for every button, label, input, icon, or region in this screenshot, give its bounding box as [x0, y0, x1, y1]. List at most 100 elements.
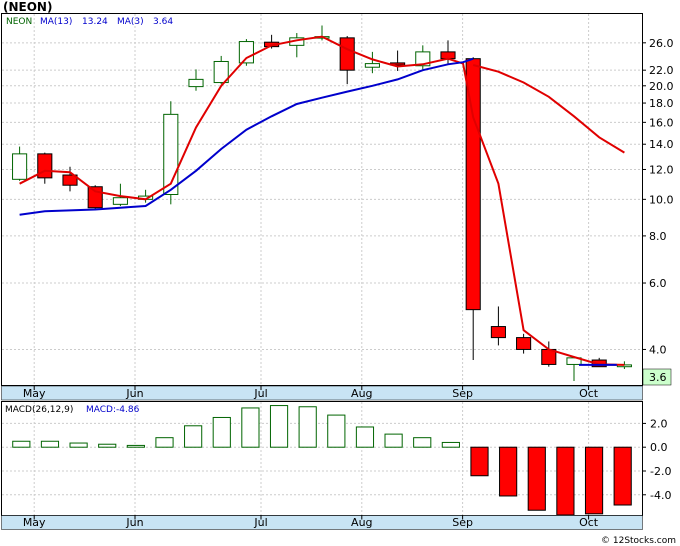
- macd-x-label: Sep: [452, 516, 473, 529]
- price-grid: [2, 14, 642, 386]
- macd-y-tick-label: -4.0: [650, 489, 671, 502]
- price-y-tick-label: 16.0: [649, 116, 674, 129]
- macd-bars: [12, 405, 632, 516]
- price-x-axis-strip: [1, 385, 643, 401]
- macd-bar-positive: [298, 406, 317, 448]
- macd-bar-negative: [613, 446, 632, 506]
- price-y-tick-label: 22.0: [649, 64, 674, 77]
- macd-panel: [1, 401, 643, 516]
- candle: [541, 341, 557, 367]
- macd-bar-positive: [40, 440, 60, 448]
- macd-bar-negative: [527, 446, 546, 511]
- macd-bar-positive: [212, 416, 231, 448]
- macd-x-label: Aug: [351, 516, 372, 529]
- candle: [62, 166, 78, 192]
- macd-x-label: Oct: [579, 516, 599, 529]
- macd-x-label: Jul: [253, 516, 267, 529]
- macd-bar-negative: [499, 446, 518, 497]
- watermark: © 12Stocks.com: [601, 536, 676, 546]
- macd-bar-positive: [69, 442, 88, 448]
- price-y-tick-label: 20.0: [649, 80, 674, 93]
- candle-body-down: [490, 326, 506, 339]
- macd-bar-positive: [241, 407, 260, 448]
- page-title: (NEON): [3, 0, 53, 14]
- price-x-label: May: [23, 387, 46, 400]
- candle-body-up: [213, 60, 229, 84]
- candle: [213, 55, 229, 85]
- macd-bar-positive: [413, 437, 432, 448]
- macd-bar-positive: [98, 443, 117, 448]
- candle: [87, 185, 103, 210]
- legend-ma3-value: 3.64: [153, 17, 173, 27]
- legend-ma3-label: MA(3): [117, 17, 144, 27]
- price-x-label: Aug: [351, 387, 372, 400]
- moving-average-lines: [19, 35, 625, 366]
- price-y-axis: 4.0 6.0 8.0 10.0 12.0 14.0 16.0 18.0 20.0 22.0 26.…: [642, 37, 674, 356]
- macd-bar-positive: [269, 405, 289, 448]
- candle-body-up: [188, 78, 204, 88]
- macd-y-tick-label: -2.0: [650, 465, 671, 478]
- macd-y-tick-label: 2.0: [650, 417, 668, 430]
- price-x-label: Oct: [579, 387, 599, 400]
- macd-bar-negative: [470, 446, 489, 477]
- candle: [238, 39, 254, 66]
- ma3-line: [19, 35, 625, 366]
- price-y-tick-label: 18.0: [649, 97, 674, 110]
- macd-bar-positive: [126, 444, 145, 448]
- ma-slow-line: [472, 64, 625, 154]
- price-y-tick-label: 26.0: [649, 37, 674, 50]
- macd-title: MACD(26,12,9): [5, 405, 73, 415]
- candle: [339, 36, 355, 85]
- macd-y-tick-label: 0.0: [650, 441, 668, 454]
- candle-body-down: [465, 58, 481, 311]
- macd-bar-positive: [12, 440, 31, 448]
- ma13-line: [19, 57, 474, 216]
- candles: [12, 25, 632, 381]
- macd-legend-value: MACD:-4.86: [86, 405, 140, 415]
- candle: [364, 51, 380, 74]
- price-y-tick-label: 14.0: [649, 138, 674, 151]
- candle: [516, 333, 532, 354]
- macd-bar-positive: [441, 441, 460, 448]
- last-price-tag: [642, 368, 672, 386]
- price-y-tick-label: 10.0: [649, 193, 674, 206]
- candle: [12, 146, 28, 181]
- price-y-tick-label: 6.0: [649, 277, 667, 290]
- last-price-value: 3.6: [649, 371, 667, 384]
- macd-x-axis-strip: [1, 515, 643, 530]
- macd-x-label: May: [23, 516, 46, 529]
- macd-bar-positive: [155, 437, 174, 448]
- price-x-label: Jun: [125, 387, 143, 400]
- candle-body-up: [12, 153, 28, 180]
- candle-body-up: [238, 41, 254, 64]
- candle: [490, 306, 506, 346]
- macd-bar-negative: [556, 446, 575, 516]
- macd-bar-positive: [355, 426, 375, 448]
- price-y-tick-label: 12.0: [649, 163, 674, 176]
- price-x-label: Sep: [452, 387, 473, 400]
- legend-ma13-value: 13.24: [82, 17, 108, 27]
- price-x-label: Jul: [253, 387, 267, 400]
- price-y-tick-label: 8.0: [649, 230, 667, 243]
- macd-x-label: Jun: [125, 516, 143, 529]
- macd-y-axis: 2.0 0.0 -2.0 -4.0: [642, 417, 671, 502]
- candle: [188, 69, 204, 91]
- macd-bar-negative: [584, 446, 604, 515]
- candle-body-up: [415, 51, 431, 67]
- candle-body-down: [62, 174, 78, 186]
- candle-body-down: [87, 186, 103, 209]
- candle: [112, 183, 128, 207]
- legend-symbol: NEON: [6, 17, 32, 27]
- candle-body-up: [112, 197, 128, 205]
- candle-body-up: [364, 63, 380, 68]
- legend-ma13-label: MA(13): [40, 17, 72, 27]
- macd-bar-positive: [384, 433, 403, 448]
- macd-bar-positive: [184, 425, 203, 448]
- candle-body-down: [339, 37, 355, 71]
- price-x-axis: May Jun Jul Aug Sep Oct: [23, 386, 599, 400]
- price-y-tick-label: 4.0: [649, 343, 667, 356]
- candle-body-down: [440, 51, 456, 60]
- macd-bar-positive: [327, 414, 346, 448]
- candle: [415, 45, 431, 70]
